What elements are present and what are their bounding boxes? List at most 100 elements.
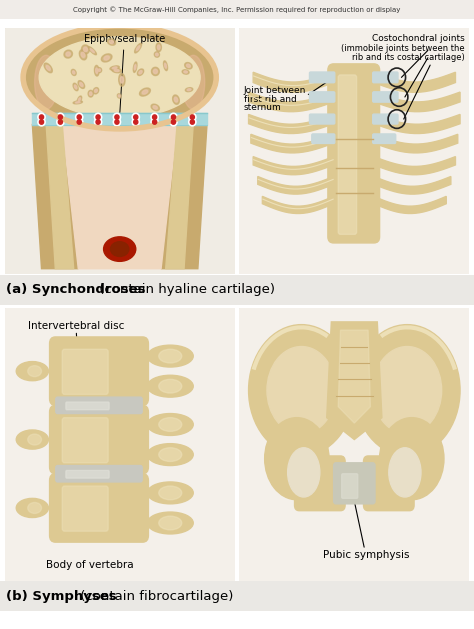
- Ellipse shape: [159, 516, 182, 530]
- Ellipse shape: [75, 102, 80, 103]
- Ellipse shape: [79, 50, 87, 60]
- Circle shape: [132, 118, 139, 126]
- Ellipse shape: [139, 88, 150, 96]
- Polygon shape: [32, 124, 78, 269]
- Ellipse shape: [154, 69, 157, 74]
- Circle shape: [190, 120, 194, 124]
- FancyBboxPatch shape: [66, 470, 109, 478]
- Ellipse shape: [134, 65, 136, 70]
- Ellipse shape: [78, 97, 81, 101]
- Ellipse shape: [90, 48, 94, 53]
- FancyBboxPatch shape: [56, 465, 142, 482]
- Ellipse shape: [153, 106, 157, 109]
- Ellipse shape: [159, 486, 182, 499]
- Ellipse shape: [380, 418, 444, 499]
- Polygon shape: [374, 177, 451, 194]
- Circle shape: [38, 118, 45, 126]
- Circle shape: [77, 115, 82, 120]
- Ellipse shape: [88, 91, 93, 97]
- FancyBboxPatch shape: [373, 92, 398, 102]
- Polygon shape: [374, 134, 458, 153]
- Circle shape: [153, 120, 157, 124]
- Polygon shape: [165, 124, 193, 269]
- Ellipse shape: [83, 47, 88, 52]
- Ellipse shape: [139, 70, 142, 74]
- Circle shape: [57, 113, 64, 121]
- FancyBboxPatch shape: [66, 402, 109, 409]
- Text: Costochondral joints: Costochondral joints: [372, 35, 465, 43]
- Circle shape: [189, 113, 196, 121]
- Ellipse shape: [101, 54, 112, 62]
- FancyBboxPatch shape: [373, 114, 398, 124]
- Ellipse shape: [46, 65, 50, 70]
- Circle shape: [38, 113, 45, 121]
- FancyBboxPatch shape: [50, 474, 148, 542]
- Ellipse shape: [133, 62, 137, 72]
- Circle shape: [113, 118, 120, 126]
- Ellipse shape: [110, 66, 119, 70]
- Ellipse shape: [182, 70, 189, 74]
- FancyBboxPatch shape: [62, 418, 108, 463]
- Ellipse shape: [156, 43, 162, 52]
- Circle shape: [172, 120, 175, 124]
- Ellipse shape: [159, 379, 182, 393]
- Circle shape: [115, 120, 119, 124]
- Ellipse shape: [151, 104, 159, 111]
- Ellipse shape: [389, 448, 421, 497]
- Polygon shape: [374, 92, 460, 112]
- Text: (immobile joints between the: (immobile joints between the: [341, 44, 465, 53]
- Polygon shape: [262, 196, 334, 213]
- Ellipse shape: [93, 87, 99, 94]
- Ellipse shape: [142, 90, 148, 94]
- Text: Epiphyseal plate: Epiphyseal plate: [83, 35, 165, 113]
- Ellipse shape: [104, 237, 136, 262]
- Ellipse shape: [137, 69, 144, 75]
- Ellipse shape: [71, 69, 76, 75]
- Polygon shape: [258, 177, 334, 194]
- Circle shape: [75, 113, 83, 121]
- Ellipse shape: [26, 28, 214, 126]
- Text: Intervertebral disc: Intervertebral disc: [27, 321, 124, 405]
- FancyBboxPatch shape: [310, 72, 335, 83]
- Ellipse shape: [159, 418, 182, 431]
- FancyBboxPatch shape: [328, 64, 380, 243]
- Text: Joint between: Joint between: [244, 86, 306, 95]
- Circle shape: [189, 118, 196, 126]
- Polygon shape: [338, 330, 370, 423]
- Polygon shape: [161, 124, 207, 269]
- Circle shape: [58, 115, 63, 120]
- Ellipse shape: [108, 39, 116, 45]
- Circle shape: [94, 113, 102, 121]
- FancyBboxPatch shape: [53, 379, 145, 401]
- Ellipse shape: [157, 45, 160, 50]
- Text: (contain hyaline cartilage): (contain hyaline cartilage): [95, 284, 275, 296]
- Ellipse shape: [73, 83, 78, 91]
- Text: Copyright © The McGraw-Hill Companies, Inc. Permission required for reproduction: Copyright © The McGraw-Hill Companies, I…: [73, 6, 401, 13]
- Circle shape: [172, 115, 175, 120]
- Polygon shape: [248, 92, 334, 112]
- Polygon shape: [251, 134, 334, 153]
- Ellipse shape: [164, 61, 167, 70]
- Ellipse shape: [288, 448, 320, 497]
- Ellipse shape: [184, 71, 187, 73]
- Circle shape: [134, 120, 138, 124]
- Ellipse shape: [74, 85, 77, 89]
- FancyBboxPatch shape: [62, 486, 108, 532]
- Text: first rib and: first rib and: [244, 94, 297, 104]
- Ellipse shape: [81, 52, 85, 57]
- Ellipse shape: [185, 62, 192, 69]
- Text: sternum: sternum: [244, 103, 282, 112]
- Circle shape: [58, 120, 63, 124]
- Ellipse shape: [82, 45, 90, 54]
- Circle shape: [77, 120, 82, 124]
- Circle shape: [94, 118, 102, 126]
- Ellipse shape: [373, 347, 442, 434]
- Ellipse shape: [98, 69, 100, 71]
- Polygon shape: [374, 72, 456, 92]
- Circle shape: [151, 118, 158, 126]
- Polygon shape: [374, 157, 456, 175]
- Ellipse shape: [147, 413, 193, 435]
- FancyBboxPatch shape: [310, 114, 335, 124]
- Polygon shape: [46, 124, 73, 269]
- Ellipse shape: [187, 64, 190, 67]
